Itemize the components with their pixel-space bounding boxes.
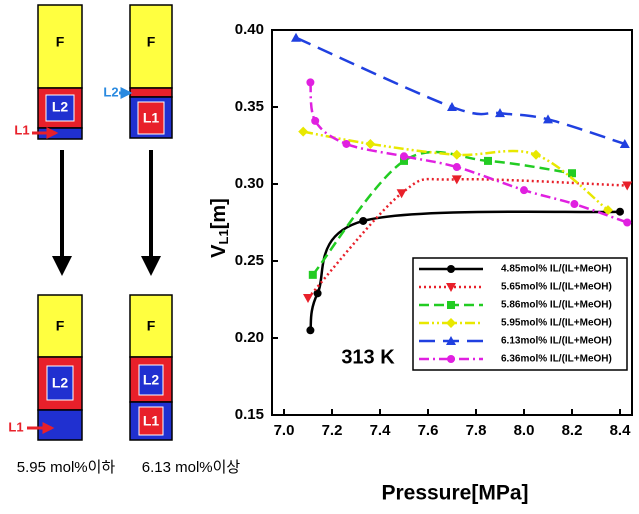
annotation: 313 K [341, 346, 395, 368]
data-point [306, 78, 315, 87]
layer-l1 [37, 409, 83, 441]
phase-diagram: F L2 L1 F L1 L2 F L2 L1 F L2 L1 5.95 mol… [8, 4, 241, 476]
layer-l2-label-box [45, 94, 75, 122]
data-point [543, 114, 553, 124]
chart: Pressure[MPa] 313 K VL1[m] 7.0 7.2 7.4 7.6 7… [208, 21, 633, 505]
y-tick-label: 0.15 [235, 406, 264, 423]
legend-marker [446, 336, 456, 345]
data-point [495, 108, 505, 118]
x-tick-label: 8.0 [514, 422, 535, 439]
data-point [311, 116, 320, 125]
legend-marker [447, 355, 455, 363]
data-point [306, 326, 315, 335]
y-label-sub: L1 [216, 229, 231, 244]
legend-label: 6.36mol% IL/(IL+MeOH) [501, 354, 612, 365]
y-label-main: V [208, 244, 230, 258]
data-point [342, 139, 351, 148]
legend-label: 4.85mol% IL/(IL+MeOH) [501, 264, 612, 275]
pointer-label: L1 [8, 419, 23, 434]
data-point [291, 32, 301, 42]
x-tick-label: 7.6 [418, 422, 439, 439]
y-tick-label: 0.40 [235, 21, 264, 38]
layer-l2-label-box [46, 365, 74, 401]
legend-box [412, 257, 628, 371]
layer-f [129, 294, 173, 358]
series-line [309, 210, 621, 331]
data-point [308, 270, 317, 279]
x-axis-label: Pressure[MPa] [381, 482, 528, 505]
layer-f [37, 294, 83, 358]
layer-label: F [147, 34, 156, 50]
data-point [303, 293, 313, 303]
x-tick-label: 8.4 [610, 422, 632, 439]
data-point [603, 205, 613, 216]
x-tick-label: 7.0 [274, 422, 295, 439]
series-line [309, 82, 628, 224]
data-point [451, 175, 462, 185]
pointer-label: L1 [14, 122, 29, 137]
layer-label: L2 [143, 372, 160, 388]
caption: 5.95 mol%이하 [17, 459, 116, 476]
y-tick-label: 0.20 [235, 329, 264, 346]
x-tick-label: 7.8 [466, 422, 487, 439]
series-line [302, 130, 609, 212]
y-tick-label: 0.25 [235, 252, 264, 269]
x-tick-label: 7.4 [370, 422, 392, 439]
layer-label: L2 [52, 99, 69, 115]
layer-label: F [56, 34, 65, 50]
legend-label: 5.95mol% IL/(IL+MeOH) [501, 318, 612, 329]
layer-label: F [56, 318, 65, 334]
y-tick-label: 0.30 [235, 175, 264, 192]
data-point [484, 156, 492, 165]
data-point [616, 207, 624, 216]
data-point [623, 218, 632, 227]
data-point [622, 181, 633, 191]
layer-l2 [129, 87, 173, 98]
legend-label: 5.65mol% IL/(IL+MeOH) [501, 282, 612, 293]
layer-l1-label-box [137, 101, 165, 135]
y-axis-label: VL1[m] [208, 198, 231, 258]
layer-label: L1 [143, 110, 160, 126]
data-point [568, 169, 576, 178]
pointer-label: L2 [103, 84, 118, 99]
data-point [400, 156, 408, 165]
y-label-unit: [m] [208, 198, 230, 229]
legend: 4.85mol% IL/(IL+MeOH) 5.65mol% IL/(IL+MeO… [412, 257, 628, 371]
data-point [396, 189, 407, 199]
layer-l2-label-box [138, 364, 164, 396]
data-point [447, 102, 457, 111]
layer-f [37, 4, 83, 89]
legend-label: 5.86mol% IL/(IL+MeOH) [501, 300, 612, 311]
series-line [311, 150, 573, 276]
series-line [307, 177, 628, 299]
series-line [295, 36, 626, 146]
layer-label: F [147, 318, 156, 334]
data-point [520, 186, 528, 195]
layer-label: L2 [52, 375, 69, 391]
y-tick-label: 0.35 [235, 98, 264, 115]
data-point [451, 149, 462, 160]
legend-marker [446, 283, 456, 292]
data-point [298, 126, 309, 137]
data-point [365, 138, 376, 149]
layer-label: L1 [143, 413, 160, 429]
x-tick-label: 7.2 [322, 422, 343, 439]
legend-marker [446, 318, 456, 328]
x-tick-label: 8.2 [562, 422, 583, 439]
caption: 6.13 mol%이상 [142, 459, 241, 476]
layer-l1-label-box [138, 406, 164, 436]
layer-f [129, 4, 173, 89]
data-point [452, 163, 461, 172]
data-point [619, 138, 630, 148]
legend-marker [447, 265, 455, 273]
data-point [400, 152, 408, 161]
data-point [531, 149, 541, 160]
plot-frame [271, 29, 633, 416]
legend-label: 6.13mol% IL/(IL+MeOH) [501, 336, 612, 347]
legend-marker [447, 301, 455, 309]
data-point [570, 200, 579, 209]
data-point [359, 216, 368, 225]
data-point [313, 289, 322, 298]
